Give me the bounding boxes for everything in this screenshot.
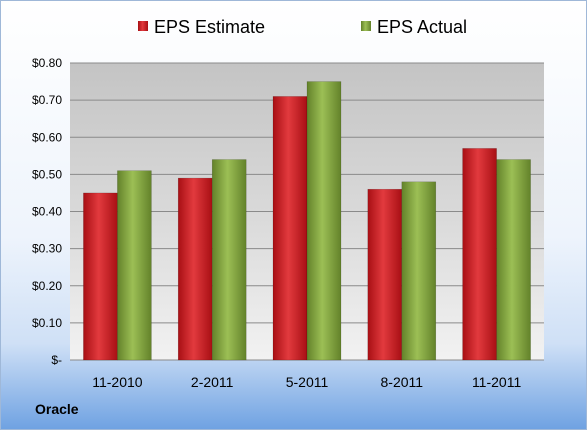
eps-actual-legend-swatch [361,21,371,31]
y-tick-label: $0.40 [32,205,62,219]
y-tick-label: $0.20 [32,279,62,293]
eps-actual-legend-label: EPS Actual [377,17,467,37]
eps-estimate-bar [177,177,213,361]
eps-estimate-bar [462,148,497,361]
x-axis: 11-2010 2-2011 5-2011 8-2011 11-2011 [92,374,521,390]
eps-actual-bar [211,159,247,361]
legend: EPS Estimate EPS Actual [138,17,467,37]
eps-estimate-bar [272,96,308,361]
eps-estimate-legend-swatch [138,21,148,31]
eps-actual-bar [306,81,342,361]
x-category-label: 2-2011 [191,374,234,390]
y-tick-label: $0.50 [32,167,62,181]
eps-bar-chart: $- $0.10 $0.20 $0.30 $0.40 $0.50 $0.60 $0.70 $0.… [32,17,544,390]
company-label: Oracle [35,401,79,417]
x-category-label: 8-2011 [381,374,424,390]
eps-actual-bar [117,170,152,361]
eps-estimate-bar [367,188,403,361]
y-tick-label: $0.80 [32,56,62,70]
y-tick-label: $0.10 [32,316,62,330]
x-category-label: 11-2011 [472,374,522,390]
x-category-label: 5-2011 [286,374,329,390]
y-axis: $- $0.10 $0.20 $0.30 $0.40 $0.50 $0.60 $0.70 $0.… [32,56,544,367]
bars [83,81,531,361]
x-category-label: 11-2010 [92,374,143,390]
y-tick-label: $0.30 [32,242,62,256]
eps-estimate-bar [83,192,118,361]
y-tick-label: $0.60 [32,130,62,144]
eps-actual-bar [401,181,437,361]
eps-actual-bar [496,159,531,361]
eps-estimate-legend-label: EPS Estimate [154,17,265,37]
y-tick-label: $0.70 [32,93,62,107]
y-tick-label: $- [51,353,62,367]
